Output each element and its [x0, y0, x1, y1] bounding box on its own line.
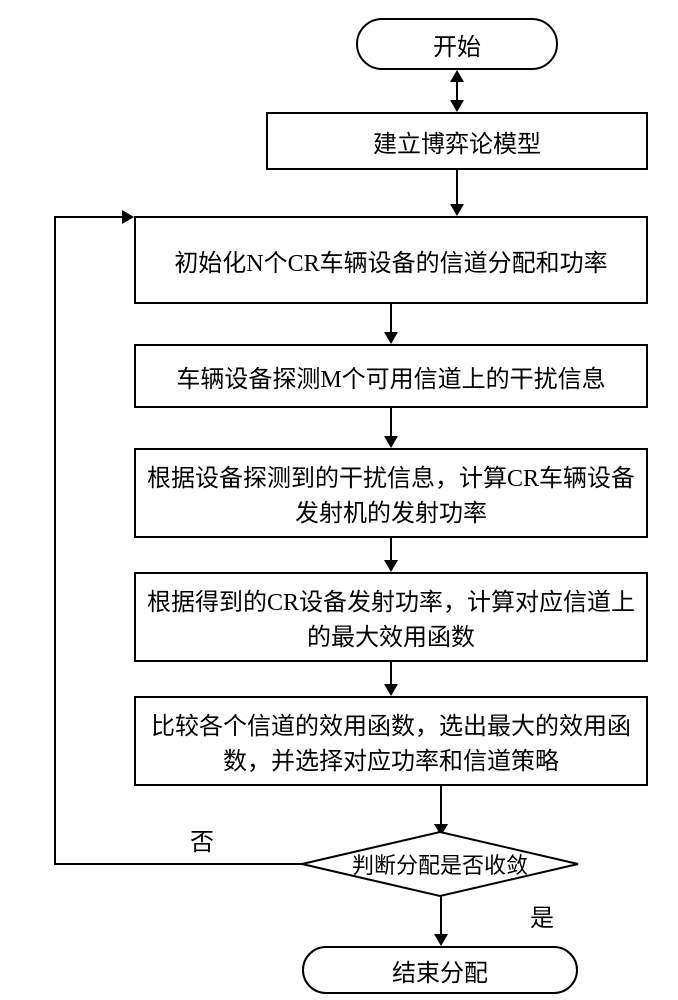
- node-model: 建立博弈论模型: [266, 112, 648, 170]
- node-compare: 比较各个信道的效用函数，选出最大的效用函数，并选择对应功率和信道策略: [134, 696, 648, 786]
- arrowhead-down-icon: [384, 560, 398, 572]
- node-init-label: 初始化N个CR车辆设备的信道分配和功率: [174, 243, 607, 278]
- arrowhead-down-icon: [450, 204, 464, 216]
- edge-loopback-h1: [54, 863, 302, 865]
- node-end-label: 结束分配: [392, 953, 488, 988]
- edge-label-no: 否: [190, 822, 214, 857]
- node-start-label: 开始: [433, 27, 481, 62]
- edge-decision-end: [440, 896, 442, 936]
- arrowhead-down-icon: [384, 436, 398, 448]
- arrowhead-down-icon: [450, 100, 464, 112]
- node-model-label: 建立博弈论模型: [373, 124, 541, 159]
- arrowhead-right-icon: [122, 210, 134, 224]
- node-calc-util-label: 根据得到的CR设备发射功率，计算对应信道上的最大效用函数: [146, 582, 636, 652]
- edge-calcutil-compare: [390, 662, 392, 686]
- node-decision-label: 判断分配是否收敛: [352, 848, 528, 880]
- node-detect: 车辆设备探测M个可用信道上的干扰信息: [134, 344, 648, 408]
- node-start: 开始: [356, 18, 558, 70]
- edge-label-yes: 是: [530, 898, 554, 933]
- edge-detect-calcpwr: [390, 408, 392, 438]
- node-calc-util: 根据得到的CR设备发射功率，计算对应信道上的最大效用函数: [134, 572, 648, 662]
- edge-loopback-h2: [54, 216, 124, 218]
- edge-loopback-v: [54, 216, 56, 865]
- arrowhead-down-icon: [384, 684, 398, 696]
- edge-compare-decision: [440, 786, 442, 826]
- node-compare-label: 比较各个信道的效用函数，选出最大的效用函数，并选择对应功率和信道策略: [146, 706, 636, 776]
- node-calc-pwr: 根据设备探测到的干扰信息，计算CR车辆设备发射机的发射功率: [134, 448, 648, 538]
- node-end: 结束分配: [302, 946, 578, 994]
- node-decision: 判断分配是否收敛: [300, 830, 580, 898]
- edge-label-yes-text: 是: [530, 906, 554, 932]
- node-detect-label: 车辆设备探测M个可用信道上的干扰信息: [176, 359, 605, 394]
- edge-model-init: [456, 170, 458, 206]
- edge-init-detect: [390, 304, 392, 334]
- edge-label-no-text: 否: [190, 830, 214, 856]
- arrowhead-down-icon: [384, 332, 398, 344]
- node-init: 初始化N个CR车辆设备的信道分配和功率: [134, 216, 648, 304]
- edge-calcpwr-calcutil: [390, 538, 392, 562]
- node-calc-pwr-label: 根据设备探测到的干扰信息，计算CR车辆设备发射机的发射功率: [146, 458, 636, 528]
- arrowhead-down-icon: [434, 934, 448, 946]
- flowchart-container: 开始 建立博弈论模型 初始化N个CR车辆设备的信道分配和功率 车辆设备探测M个可…: [0, 0, 678, 1000]
